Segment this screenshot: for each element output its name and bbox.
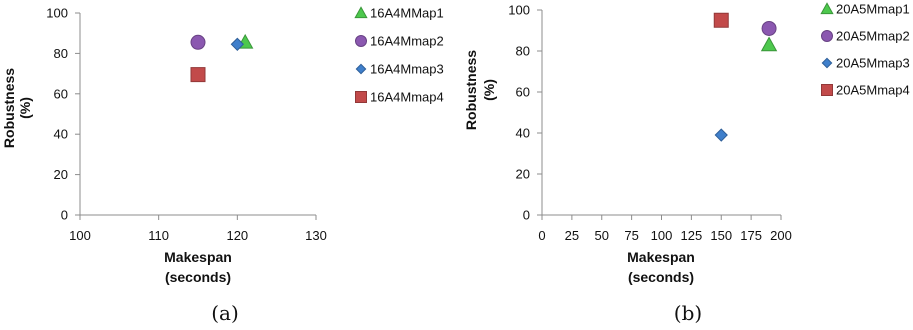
y-axis-title-line1: Robustness xyxy=(463,50,479,130)
legend-label: 16A4MMap1 xyxy=(370,6,444,21)
legend-marker-circle xyxy=(821,30,833,42)
x-tick-label: 200 xyxy=(770,228,792,243)
data-points xyxy=(713,12,778,142)
legend-marker-square xyxy=(355,91,367,103)
y-tick-label: 0 xyxy=(61,208,68,223)
legend-marker-diamond xyxy=(355,63,367,75)
data-point-square xyxy=(190,67,206,83)
legend-label: 20A5Mmap2 xyxy=(836,29,910,44)
y-tick-label: 20 xyxy=(54,167,68,182)
y-tick-label: 100 xyxy=(46,6,68,21)
legend-label: 20A5Mmap1 xyxy=(836,2,910,17)
x-tick-label: 75 xyxy=(624,228,638,243)
y-ticks: 0 20 40 60 80 100 xyxy=(508,3,542,223)
data-point-triangle xyxy=(760,36,778,52)
x-tick-label: 25 xyxy=(565,228,579,243)
panel-caption: (b) xyxy=(674,301,702,325)
legend-label: 16A4Mmap3 xyxy=(370,62,444,77)
x-tick-label: 100 xyxy=(651,228,673,243)
data-point-diamond xyxy=(230,37,244,51)
y-tick-label: 100 xyxy=(508,3,530,18)
data-point-square xyxy=(713,12,729,28)
legend: 20A5Mmap1 20A5Mmap2 20A5Mmap3 20A5Mmap4 xyxy=(820,2,910,98)
y-axis-title-line2: (%) xyxy=(481,79,497,101)
y-tick-label: 0 xyxy=(523,208,530,223)
data-point-circle xyxy=(761,20,777,36)
legend-marker-triangle xyxy=(354,6,368,19)
x-tick-label: 110 xyxy=(148,228,169,243)
x-axis-title-line1: Makespan xyxy=(164,249,232,265)
x-tick-label: 50 xyxy=(595,228,609,243)
y-tick-label: 60 xyxy=(516,85,530,100)
x-axis-title-line2: (seconds) xyxy=(628,269,694,285)
x-tick-label: 125 xyxy=(681,228,703,243)
x-ticks: 100 110 120 130 xyxy=(69,215,327,243)
x-axis-title-line2: (seconds) xyxy=(165,269,231,285)
x-tick-label: 0 xyxy=(538,228,545,243)
legend-marker-circle xyxy=(355,35,367,47)
scatter-panel-a: Robustness (%) 0 20 40 60 80 100 100 110 120 130… xyxy=(1,6,444,326)
x-tick-label: 175 xyxy=(740,228,762,243)
y-tick-label: 40 xyxy=(54,127,68,142)
y-ticks: 0 20 40 60 80 100 xyxy=(46,6,80,223)
y-tick-label: 80 xyxy=(54,46,68,61)
x-tick-label: 130 xyxy=(305,228,327,243)
x-ticks: 0 25 50 75 100 125 150 175 200 xyxy=(538,215,792,243)
y-tick-label: 20 xyxy=(516,167,530,182)
legend-label: 20A5Mmap4 xyxy=(836,83,910,98)
x-tick-label: 100 xyxy=(69,228,91,243)
x-axis-title-line1: Makespan xyxy=(627,249,695,265)
legend: 16A4MMap1 16A4Mmap2 16A4Mmap3 16A4Mmap4 xyxy=(354,6,444,105)
y-axis-title-line1: Robustness xyxy=(1,68,17,148)
x-tick-label: 150 xyxy=(710,228,732,243)
legend-label: 16A4Mmap4 xyxy=(370,90,444,105)
legend-marker-diamond xyxy=(821,57,833,69)
legend-label: 20A5Mmap3 xyxy=(836,56,910,71)
data-point-diamond xyxy=(714,128,728,142)
y-tick-label: 60 xyxy=(54,86,68,101)
x-tick-label: 120 xyxy=(226,228,248,243)
data-points xyxy=(190,33,254,83)
scatter-panel-b: Robustness (%) 0 20 40 60 80 100 0 25 50 75 100 12… xyxy=(463,2,910,326)
y-tick-label: 80 xyxy=(516,44,530,59)
y-tick-label: 40 xyxy=(516,126,530,141)
legend-label: 16A4Mmap2 xyxy=(370,34,444,49)
legend-marker-triangle xyxy=(820,2,834,15)
panel-caption: (a) xyxy=(211,301,239,325)
y-axis-title-line2: (%) xyxy=(17,97,33,119)
legend-marker-square xyxy=(821,84,833,96)
data-point-circle xyxy=(190,34,206,50)
